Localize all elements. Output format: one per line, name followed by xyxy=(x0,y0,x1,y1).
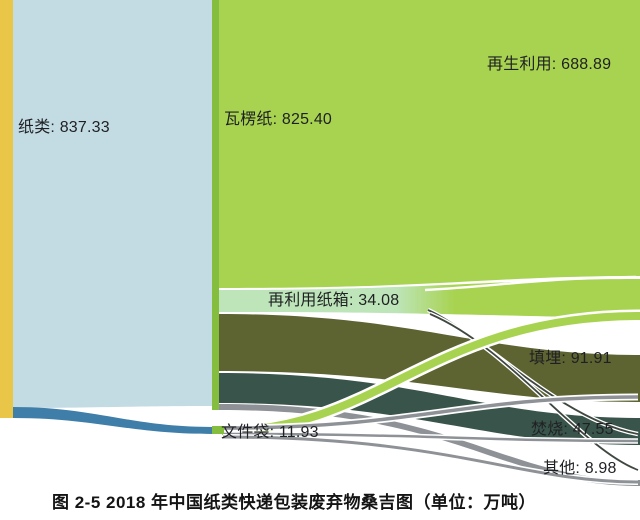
figure-caption: 图 2-5 2018 年中国纸类快递包装废弃物桑吉图（单位：万吨） xyxy=(52,493,537,512)
node-label-tianmai: 填埋: 91.91 xyxy=(529,350,612,367)
node-label-zhilei: 纸类: 837.33 xyxy=(18,119,110,136)
flow-wenjiandai-fenshao xyxy=(222,432,639,443)
node-wenjiandai xyxy=(212,426,224,434)
node-zhilei xyxy=(0,0,13,418)
node-label-zaishengliyong: 再生利用: 688.89 xyxy=(487,56,612,73)
node-label-qita: 其他: 8.98 xyxy=(543,460,617,477)
flow-walengzhi-qita xyxy=(219,404,640,486)
node-label-fenshao: 焚烧: 47.55 xyxy=(531,421,614,438)
flow-zhilei-walengzhi xyxy=(13,0,213,408)
node-label-wenjiandai: 文件袋: 11.93 xyxy=(221,424,319,441)
flow-wenjiandai-tianmai xyxy=(222,395,639,430)
flow-walengzhi-zaishengliyong xyxy=(219,0,640,288)
node-label-zailiyongzhixiang: 再利用纸箱: 34.08 xyxy=(268,292,400,309)
flow-walengzhi-fenshao xyxy=(219,373,640,445)
node-walengzhi xyxy=(212,0,219,410)
node-label-walengzhi: 瓦楞纸: 825.40 xyxy=(224,111,333,128)
flow-zailiyongzhixiang-qita xyxy=(429,313,639,471)
flow-wenjiandai-qita xyxy=(222,435,639,484)
flow-separator-streak xyxy=(424,275,637,292)
flow-walengzhi-zailiyongzhixiang xyxy=(219,279,640,318)
flow-zhilei-wenjiandai xyxy=(13,407,213,434)
